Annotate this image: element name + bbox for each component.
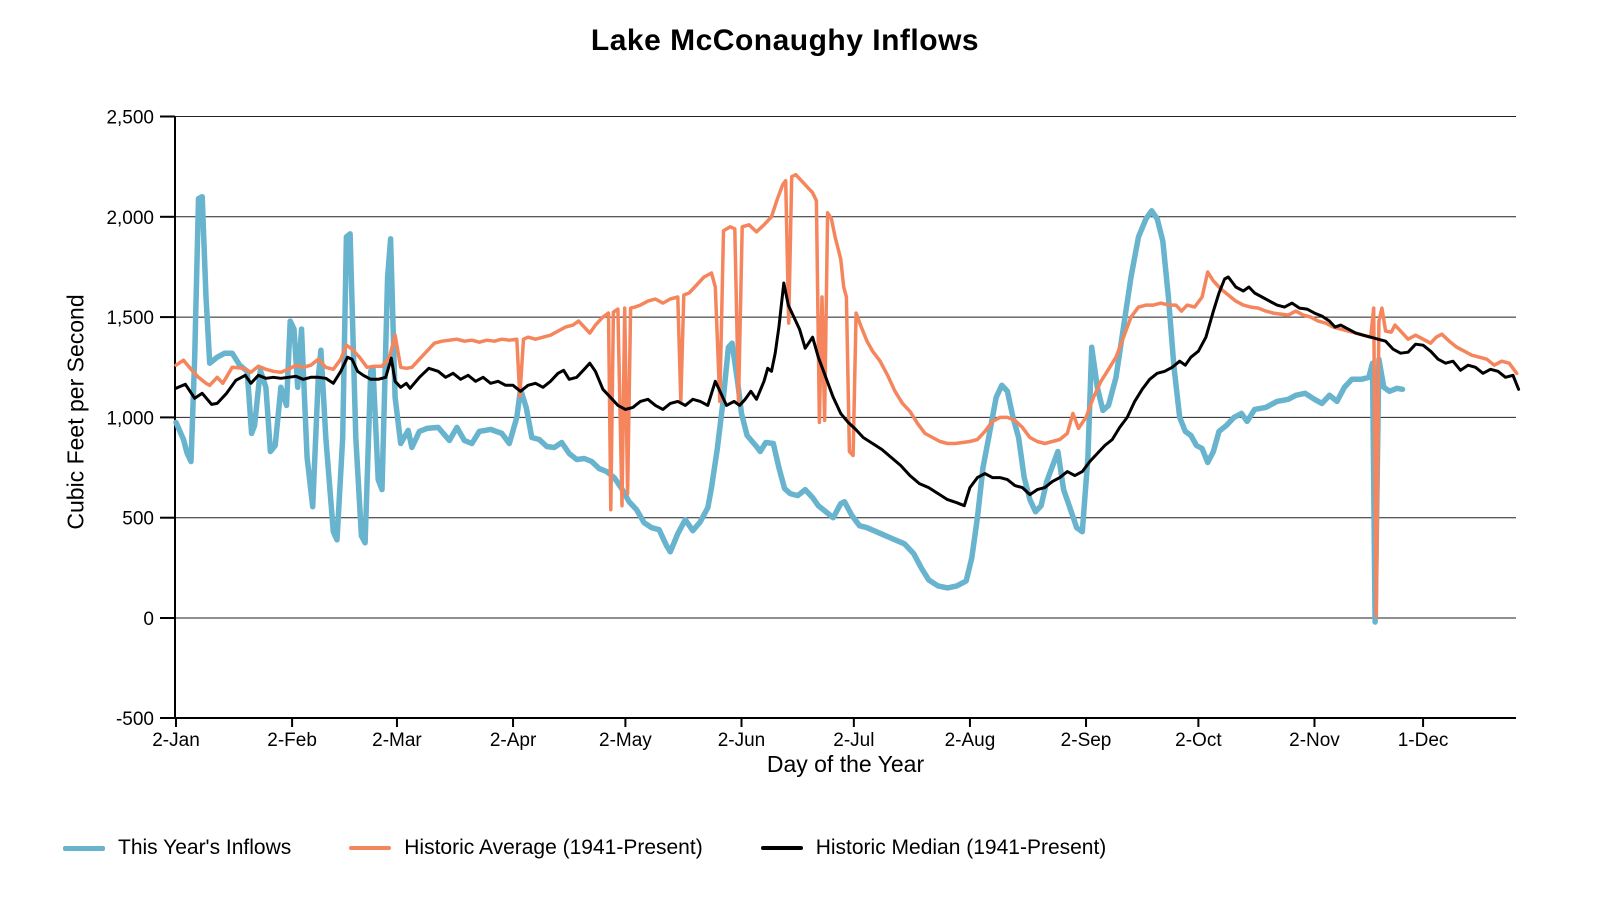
chart-svg[interactable]: -500 0 500 1,000 1,500 2,000 2,500 2-Jan 2-Feb 2-… [0, 0, 1600, 790]
y-tick-label: 1,000 [106, 408, 154, 429]
legend-item-historic-median-1941-present-[interactable]: Historic Median (1941-Present) [760, 836, 1107, 860]
x-tick-label: 2-Sep [1061, 730, 1112, 751]
x-tick-label: 2-Feb [267, 730, 317, 751]
x-tick-label: 1-Dec [1398, 730, 1449, 751]
x-tick-label: 2-Mar [372, 730, 422, 751]
x-tick-label: 2-Aug [945, 730, 996, 751]
y-tick-label: 2,500 [106, 108, 154, 129]
y-tick-label: 500 [122, 509, 154, 530]
legend: This Year's Inflows Historic Average (194… [63, 836, 1106, 860]
series-line-historic-median-1941-present-[interactable] [174, 275, 1521, 508]
x-tick-label: 2-Apr [490, 730, 537, 751]
chart-title: Lake McConaughy Inflows [590, 24, 980, 57]
series-line-this-year-s-inflows[interactable] [173, 193, 1406, 625]
y-tick-label: 2,000 [106, 208, 154, 229]
legend-label: This Year's Inflows [118, 836, 292, 859]
x-tick-label: 2-Jul [833, 730, 874, 751]
legend-label: Historic Average (1941-Present) [404, 836, 703, 859]
x-tick-label: 2-Oct [1175, 730, 1222, 751]
legend-item-this-year-s-inflows[interactable]: This Year's Inflows [63, 836, 291, 860]
y-tick-label: -500 [116, 709, 154, 730]
x-axis-title: Day of the Year [766, 751, 925, 777]
legend-label: Historic Median (1941-Present) [815, 836, 1107, 859]
x-tick-label: 2-Jan [152, 730, 200, 751]
series-line-historic-average-1941-present-[interactable] [174, 172, 1519, 618]
x-tick-label: 2-Nov [1289, 730, 1340, 751]
y-tick-label: 0 [143, 609, 154, 630]
x-tick-label: 2-Jun [718, 730, 766, 751]
legend-swatch [760, 846, 803, 850]
legend-swatch [349, 846, 392, 850]
x-tick-label: 2-May [599, 730, 652, 751]
legend-item-historic-average-1941-present-[interactable]: Historic Average (1941-Present) [349, 836, 703, 860]
legend-swatch [63, 845, 105, 851]
y-tick-label: 1,500 [106, 308, 154, 329]
